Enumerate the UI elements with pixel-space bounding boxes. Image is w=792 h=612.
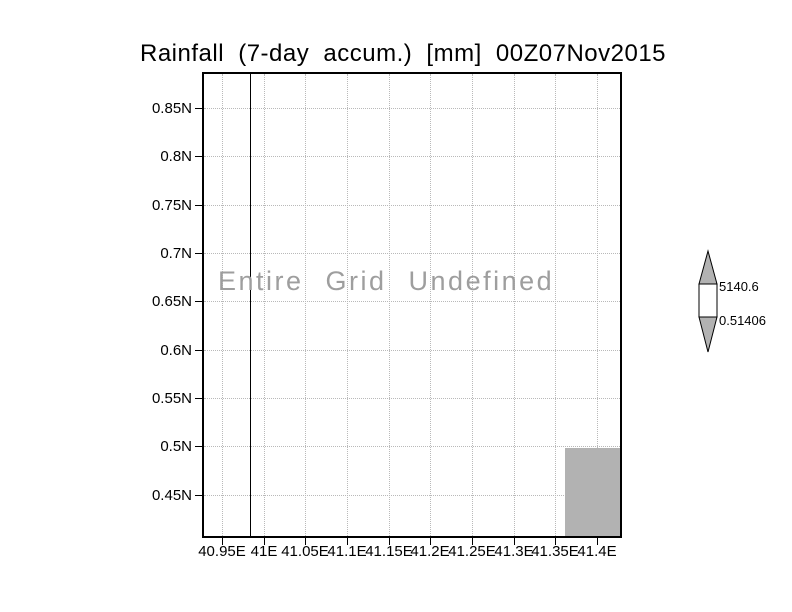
gridline-horizontal bbox=[204, 301, 620, 302]
gridline-horizontal bbox=[204, 205, 620, 206]
y-tick-label: 0.8N bbox=[160, 148, 192, 165]
gridline-vertical bbox=[430, 74, 431, 536]
y-tick bbox=[195, 205, 202, 206]
grid-undefined-annotation: Entire Grid Undefined bbox=[218, 266, 555, 296]
gridline-vertical bbox=[264, 74, 265, 536]
gridline-vertical bbox=[555, 74, 556, 536]
x-tick bbox=[264, 538, 265, 545]
gridline-vertical bbox=[347, 74, 348, 536]
x-tick-label: 41.1E bbox=[327, 543, 367, 560]
y-tick bbox=[195, 108, 202, 109]
chart-title: Rainfall (7-day accum.) [mm] 00Z07Nov201… bbox=[140, 40, 667, 67]
y-tick bbox=[195, 350, 202, 351]
x-tick bbox=[347, 538, 348, 545]
gridline-vertical bbox=[597, 74, 598, 536]
gridline-vertical bbox=[514, 74, 515, 536]
x-tick bbox=[472, 538, 473, 545]
gridline-vertical bbox=[472, 74, 473, 536]
x-tick bbox=[305, 538, 306, 545]
x-tick-label: 41.3E bbox=[494, 543, 534, 560]
y-tick-label: 0.45N bbox=[151, 487, 192, 504]
gridline-horizontal bbox=[204, 350, 620, 351]
gridline-horizontal bbox=[204, 495, 620, 496]
y-tick bbox=[195, 253, 202, 254]
plot-area: Entire Grid Undefined bbox=[202, 72, 622, 538]
y-tick-label: 0.7N bbox=[160, 245, 192, 262]
gridline-vertical bbox=[305, 74, 306, 536]
y-tick-label: 0.55N bbox=[151, 390, 192, 407]
colorbar-middle-swatch bbox=[698, 283, 718, 318]
x-tick bbox=[430, 538, 431, 545]
x-tick bbox=[597, 538, 598, 545]
x-tick-label: 41.15E bbox=[365, 543, 413, 560]
y-tick bbox=[195, 301, 202, 302]
x-tick-label: 40.95E bbox=[198, 543, 246, 560]
colorbar-lower-arrow-icon bbox=[698, 316, 718, 353]
y-tick-label: 0.5N bbox=[160, 438, 192, 455]
gridline-horizontal bbox=[204, 108, 620, 109]
x-tick-label: 41.2E bbox=[410, 543, 450, 560]
gridline-horizontal bbox=[204, 156, 620, 157]
x-tick-label: 41E bbox=[250, 543, 278, 560]
colorbar bbox=[698, 249, 718, 353]
gridline-horizontal bbox=[204, 253, 620, 254]
x-tick-label: 41.4E bbox=[577, 543, 617, 560]
y-tick bbox=[195, 156, 202, 157]
x-tick-label: 41.25E bbox=[448, 543, 496, 560]
gridline-horizontal bbox=[204, 446, 620, 447]
x-tick-label: 41.35E bbox=[531, 543, 579, 560]
shaded-grid-cell bbox=[565, 448, 620, 536]
gridline-vertical bbox=[389, 74, 390, 536]
y-tick bbox=[195, 398, 202, 399]
gridline-vertical bbox=[222, 74, 223, 536]
y-tick-label: 0.6N bbox=[160, 342, 192, 359]
x-tick bbox=[514, 538, 515, 545]
y-tick bbox=[195, 495, 202, 496]
x-tick bbox=[222, 538, 223, 545]
coastline bbox=[250, 74, 251, 536]
x-tick bbox=[389, 538, 390, 545]
colorbar-upper-label: 5140.6 bbox=[719, 279, 759, 294]
y-tick bbox=[195, 446, 202, 447]
gridline-horizontal bbox=[204, 398, 620, 399]
y-tick-label: 0.75N bbox=[151, 197, 192, 214]
y-tick-label: 0.85N bbox=[151, 100, 192, 117]
colorbar-lower-label: 0.51406 bbox=[719, 313, 766, 328]
y-tick-label: 0.65N bbox=[151, 293, 192, 310]
colorbar-upper-arrow-icon bbox=[698, 249, 718, 285]
x-tick-label: 41.05E bbox=[281, 543, 329, 560]
x-tick bbox=[555, 538, 556, 545]
